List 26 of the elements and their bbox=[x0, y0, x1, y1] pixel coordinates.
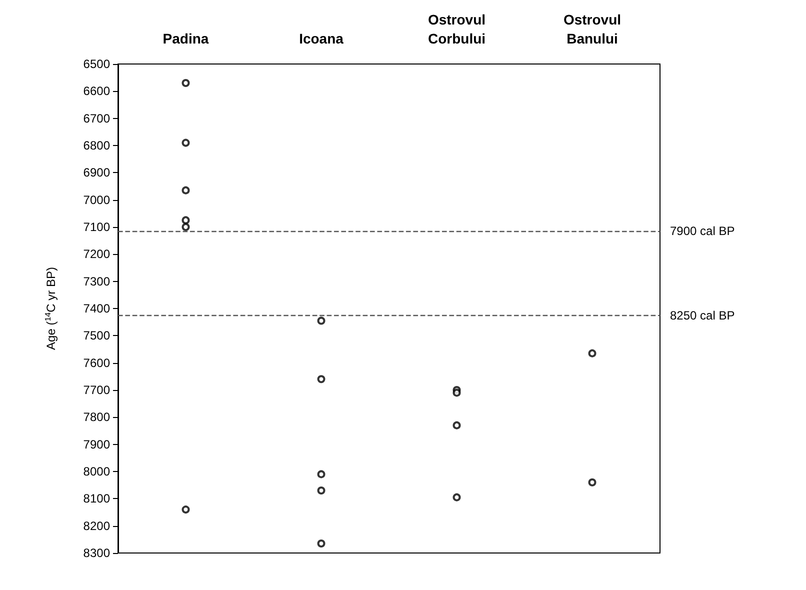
y-tick-label: 7700 bbox=[83, 383, 110, 397]
y-tick-label: 7000 bbox=[83, 192, 110, 207]
ref-line-label: 8250 cal BP bbox=[670, 308, 735, 322]
x-tick-label: Padina bbox=[162, 30, 209, 46]
y-tick-label: 6800 bbox=[83, 138, 110, 152]
x-tick-label: Ostrovul Corbului bbox=[428, 12, 486, 46]
y-tick-label: 8000 bbox=[83, 464, 110, 478]
ref-line-label: 7900 cal BP bbox=[670, 224, 735, 238]
y-tick-label: 8100 bbox=[83, 492, 110, 506]
y-tick-label: 7100 bbox=[83, 220, 110, 234]
y-tick-label: 6700 bbox=[83, 111, 110, 126]
y-tick-label: 7800 bbox=[83, 410, 110, 424]
y-tick-label: 7600 bbox=[83, 356, 110, 370]
y-tick-label: 7300 bbox=[83, 274, 110, 288]
y-tick-label: 8300 bbox=[83, 546, 110, 560]
y-tick-label: 7200 bbox=[83, 247, 110, 262]
y-tick-label: 7500 bbox=[83, 328, 110, 343]
y-axis-title: Age (14C yr BP) bbox=[44, 267, 58, 350]
y-tick-label: 6900 bbox=[83, 166, 110, 180]
y-tick-label: 7400 bbox=[83, 302, 110, 316]
y-tick-label: 7900 bbox=[83, 437, 110, 452]
y-tick-label: 8200 bbox=[83, 518, 110, 533]
y-tick-label: 6600 bbox=[83, 84, 110, 98]
x-tick-label: Icoana bbox=[299, 30, 344, 46]
x-tick-label: Ostrovul Banului bbox=[563, 12, 622, 46]
y-tick-label: 6500 bbox=[83, 57, 110, 71]
